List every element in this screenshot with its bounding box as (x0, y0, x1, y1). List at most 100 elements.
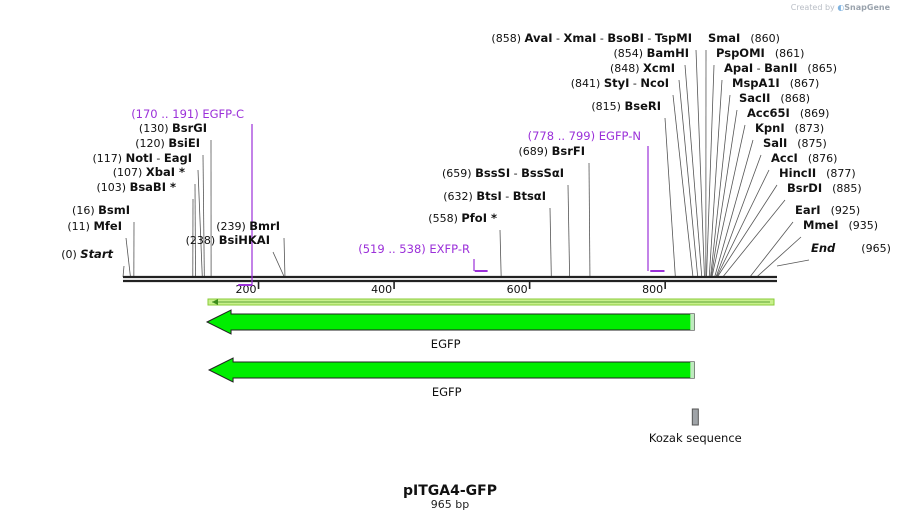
site-label-bmri: (239) BmrI (216, 219, 280, 233)
enzyme-name: BsrGI (172, 121, 207, 135)
site-connector-bseri (664, 117, 676, 278)
site-position: (107) (113, 166, 146, 179)
enzyme-name: SmaI (708, 31, 740, 45)
ruler-tick-label: 600 (507, 283, 528, 296)
site-position: (848) (610, 62, 643, 75)
site-connector-pfoi (499, 229, 502, 278)
site-connector-btsi (549, 207, 552, 278)
watermark-brand: SnapGene (844, 3, 890, 12)
site-position: (11) (67, 220, 93, 233)
site-label-bsssi: (659) BssSI - BssSαI (442, 166, 564, 180)
site-position: (885) (832, 182, 862, 195)
site-position: (841) (571, 77, 604, 90)
enzyme-name: NcoI (640, 76, 669, 90)
enzyme-name: TspMI (655, 31, 692, 45)
enzyme-name: BamHI (647, 46, 689, 60)
site-position: (875) (797, 137, 827, 150)
name-separator: - (502, 190, 513, 203)
ruler-tick-label: 800 (642, 283, 663, 296)
site-label-btsi: (632) BtsI - BtsαI (443, 189, 546, 203)
enzyme-name: BanII (764, 61, 797, 75)
enzyme-name: BsaBI * (130, 180, 176, 194)
enzyme-name: MmeI (803, 218, 839, 232)
site-connector-bsrdi (722, 199, 786, 278)
site-label-mmei: MmeI (935) (803, 218, 878, 232)
enzyme-name: BsmI (98, 203, 130, 217)
site-label-eari: EarI (925) (795, 203, 860, 217)
enzyme-name: KpnI (755, 121, 785, 135)
enzyme-name: BssSI (475, 166, 510, 180)
site-label-avai: (858) AvaI - XmaI - BsoBI - TspMI (491, 31, 692, 45)
site-connector-bsssi (567, 184, 571, 278)
enzyme-name: BsiHKAI (219, 233, 270, 247)
site-label-sacii: SacII (868) (739, 91, 810, 105)
site-connector-acc65i (711, 124, 746, 278)
site-label-bsabi: (103) BsaBI * (96, 180, 176, 194)
site-connector-mmei (756, 236, 802, 278)
selection-track-arrow-icon (212, 299, 218, 305)
enzyme-name: BssSαI (521, 166, 564, 180)
site-label-pfoi: (558) PfoI * (428, 211, 497, 225)
site-position: (0) (61, 248, 80, 261)
site-label-bsrgi: (130) BsrGI (139, 121, 207, 135)
enzyme-name: End (811, 241, 836, 255)
primer-name: EGFP-C (202, 107, 244, 121)
site-connector-styi (672, 94, 694, 278)
site-label-mspa1i: MspA1I (867) (732, 76, 819, 90)
name-separator: - (596, 32, 607, 45)
site-position: (558) (428, 212, 461, 225)
feature-box-kozak-sequence (691, 408, 699, 426)
site-label-bsihkai: (238) BsiHKAI (186, 233, 270, 247)
site-connector-lines (122, 49, 810, 278)
site-label-bsiei: (120) BsiEI (135, 136, 200, 150)
site-connector-hincii (717, 184, 778, 278)
site-label-acci: AccI (876) (771, 151, 837, 165)
enzyme-name: PfoI * (461, 211, 497, 225)
feature-arrow-egfp (205, 309, 695, 335)
enzyme-name: Acc65I (747, 106, 790, 120)
name-separator: - (753, 62, 764, 75)
site-connector-sacii (710, 109, 738, 278)
site-position: (16) (72, 204, 98, 217)
feature-label-egfp: EGFP (432, 385, 462, 399)
site-connector-start (122, 265, 125, 278)
features: EGFP EGFP Kozak sequence (205, 298, 775, 445)
site-connector-bsiei (202, 154, 205, 278)
enzyme-name: SacII (739, 91, 770, 105)
snapgene-logo-icon: ◐ (837, 3, 845, 12)
site-position: (925) (831, 204, 861, 217)
ruler: 200 400 600 800 (236, 281, 666, 296)
primer-label-egfp-n: (778 .. 799) EGFP-N (528, 129, 641, 143)
site-position: (858) (491, 32, 524, 45)
site-position: (632) (443, 190, 476, 203)
enzyme-name: BsoBI (607, 31, 644, 45)
primer-name: EXFP-R (429, 242, 470, 256)
site-position: (130) (139, 122, 172, 135)
enzyme-name: BseRI (624, 99, 661, 113)
enzyme-name: BmrI (249, 219, 280, 233)
name-separator: - (510, 167, 521, 180)
enzyme-name: EagI (164, 151, 192, 165)
enzyme-name: AccI (771, 151, 798, 165)
site-label-bamhi: (854) BamHI (614, 46, 690, 60)
enzyme-name: AvaI (524, 31, 552, 45)
name-separator: - (553, 32, 564, 45)
site-connector-sali (715, 154, 762, 278)
enzyme-name: BsrDI (787, 181, 822, 195)
enzyme-name: NotI (126, 151, 153, 165)
site-label-mfei: (11) MfeI (67, 219, 122, 233)
primer-label-exfp-r: (519 .. 538) EXFP-R (358, 242, 470, 256)
enzyme-name: MspA1I (732, 76, 780, 90)
feature-arrow-egfp (207, 357, 695, 383)
site-connector-acci (716, 169, 770, 278)
enzyme-name: SalI (763, 136, 787, 150)
site-position: (854) (614, 47, 647, 60)
site-position: (877) (826, 167, 856, 180)
enzyme-name: XcmI (643, 61, 675, 75)
enzyme-name: PspOMI (716, 46, 765, 60)
site-label-hincii: HincII (877) (779, 166, 856, 180)
enzyme-name: MfeI (93, 219, 122, 233)
site-position: (876) (808, 152, 838, 165)
enzyme-name: Start (80, 247, 113, 261)
